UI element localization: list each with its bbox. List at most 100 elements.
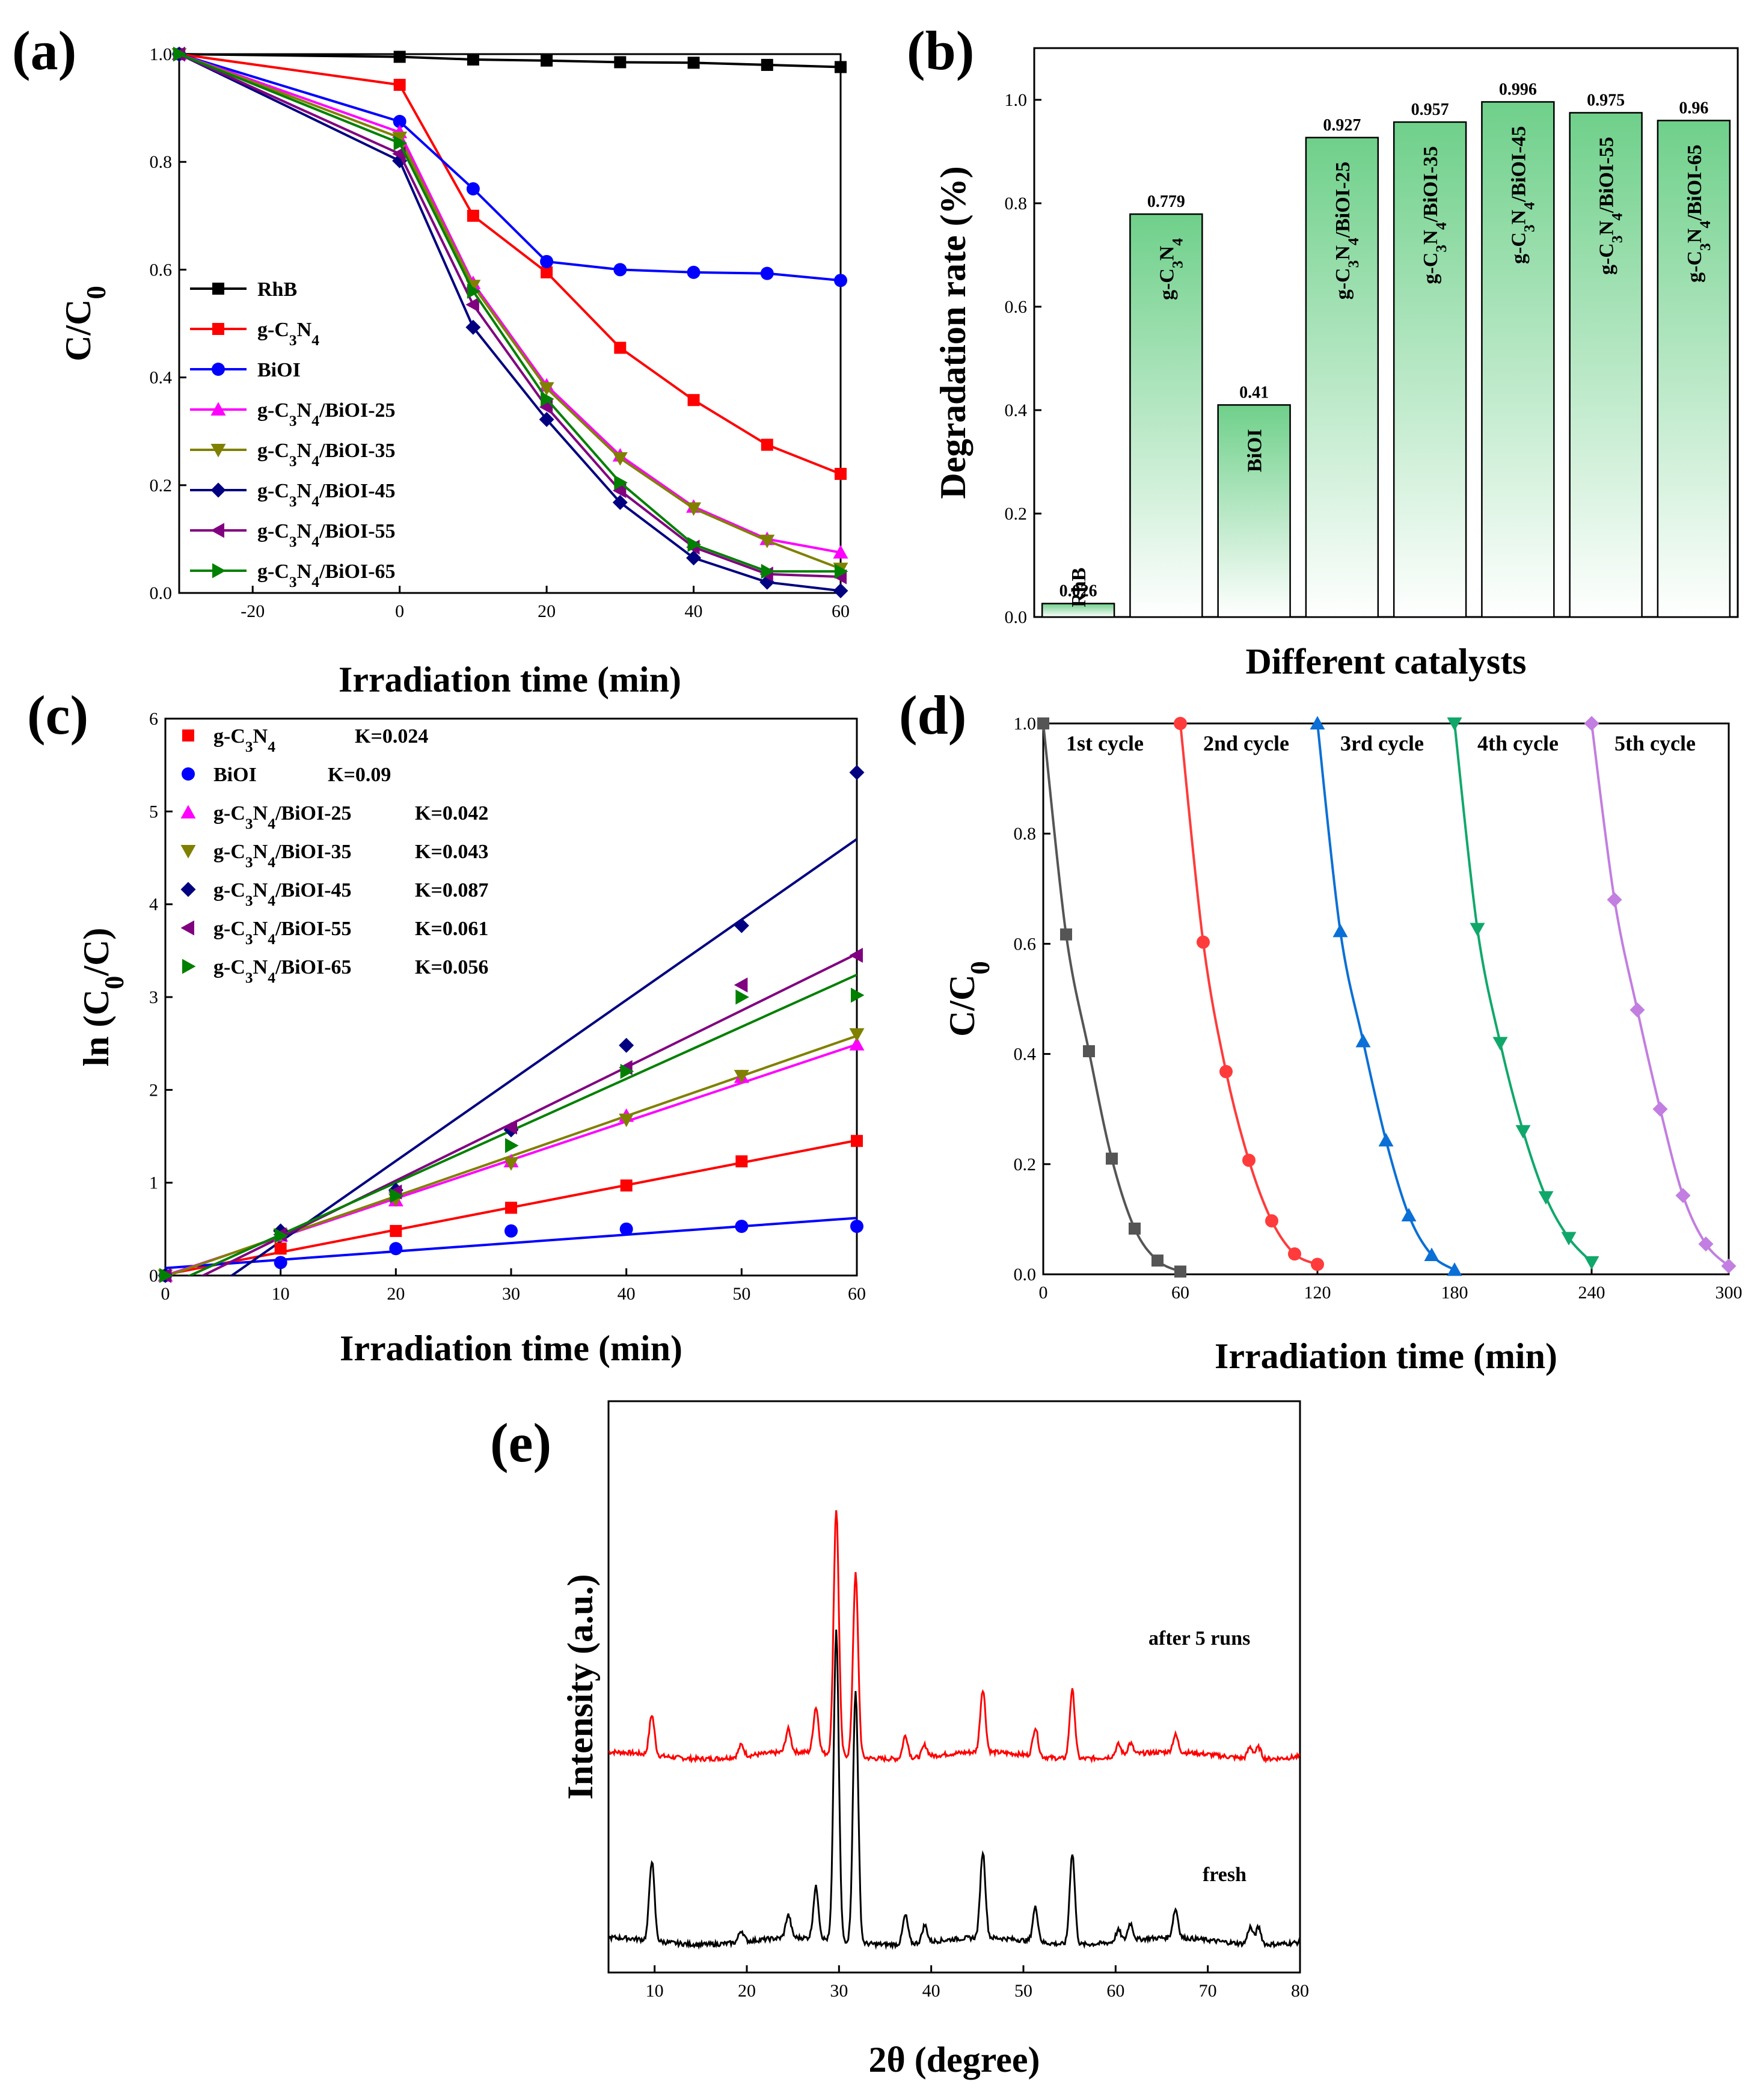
data-point — [1607, 892, 1622, 907]
bar-value-label: 0.96 — [1679, 99, 1708, 117]
plot-frame-c — [164, 717, 858, 1277]
data-point — [619, 1222, 633, 1236]
data-point — [1288, 1247, 1301, 1261]
panel-label-e: (e) — [490, 1412, 551, 1473]
x-tick-label: 30 — [830, 1981, 848, 2001]
x-tick-label: 40 — [685, 601, 703, 621]
bar-value-label: 0.957 — [1411, 100, 1449, 119]
y-tick-label: 0.0 — [1014, 1265, 1037, 1285]
data-point — [1470, 923, 1485, 937]
x-tick-label: 240 — [1578, 1283, 1605, 1303]
panel-c: (c) 0 10 20 30 40 50 60 0 1 2 3 4 5 6 Irradiation time … — [27, 684, 866, 1368]
bar-value-label: 0.779 — [1147, 192, 1185, 211]
x-tick-label: 300 — [1715, 1283, 1743, 1303]
legend-label: g-C3N4 — [257, 319, 319, 349]
panel-a: (a) -20 0 20 40 60 0.0 0.2 0.4 0.6 0.8 1.0 Irradiati… — [12, 20, 850, 699]
legend-label: g-C3N4/BiOI-25 — [213, 802, 352, 832]
plot-frame-b — [1033, 47, 1739, 618]
data-point — [1060, 928, 1072, 941]
y-axis-title-d: C/C0 — [942, 961, 995, 1037]
legend-marker — [210, 523, 224, 538]
data-point — [849, 948, 863, 963]
bar — [1129, 213, 1203, 618]
y-tick-label: 0.6 — [1014, 934, 1037, 954]
legend-label: BiOI — [257, 359, 301, 381]
x-axis-title-d: Irradiation time (min) — [1215, 1336, 1557, 1376]
legend-marker — [182, 767, 195, 781]
y-tick-label: 1 — [149, 1173, 158, 1193]
legend-label: g-C3N4/BiOI-35 — [257, 440, 396, 470]
x-tick-label: 20 — [387, 1284, 405, 1304]
data-point — [620, 1063, 634, 1079]
legend-label: g-C3N4/BiOI-55 — [213, 918, 352, 948]
data-point — [1129, 1222, 1141, 1235]
bar — [1305, 137, 1379, 618]
data-point — [539, 411, 554, 427]
series-line-5 — [179, 53, 841, 592]
cycle-curve — [1453, 723, 1593, 1263]
data-point — [835, 61, 847, 73]
category-label: g-C3N4/BiOI-55 — [1596, 137, 1626, 275]
data-point — [619, 1037, 634, 1053]
data-point — [687, 265, 701, 279]
data-point — [504, 1224, 518, 1238]
data-point — [503, 1119, 517, 1135]
legend-marker — [212, 563, 226, 579]
data-point — [466, 182, 480, 195]
y-tick-label: 0.0 — [1005, 607, 1028, 627]
panel-d: (d) 0 60 120 180 240 300 0.0 0.2 0.4 0.6 0.8 1.0 Irra… — [899, 684, 1743, 1376]
legend-label: BiOI — [213, 764, 257, 786]
data-point — [614, 56, 627, 69]
x-tick-label: 120 — [1304, 1283, 1331, 1303]
data-point — [620, 1179, 633, 1192]
bar — [1217, 404, 1291, 618]
legend-label: g-C3N4/BiOI-45 — [257, 480, 396, 510]
cycle-label: 3rd cycle — [1340, 731, 1424, 755]
pattern-label: fresh — [1203, 1864, 1246, 1886]
category-label: g-C3N4 — [1156, 238, 1186, 300]
bar-value-label: 0.975 — [1587, 91, 1625, 110]
x-axis-title-a: Irradiation time (min) — [339, 660, 681, 699]
x-tick-label: 60 — [832, 601, 850, 621]
y-tick-label: 0.6 — [150, 260, 173, 280]
data-point — [505, 1138, 519, 1153]
category-label: g-C3N4/BiOI-65 — [1684, 144, 1714, 283]
cycle-label: 4th cycle — [1477, 731, 1559, 755]
y-tick-label: 0.4 — [1014, 1045, 1037, 1064]
xrd-pattern — [608, 1510, 1301, 1764]
legend-k-value: K=0.09 — [328, 764, 391, 786]
cycle-curve — [1590, 723, 1730, 1267]
data-point — [390, 1224, 402, 1237]
bar — [1481, 101, 1555, 618]
data-point — [850, 1220, 863, 1233]
data-point — [505, 1202, 517, 1214]
data-point — [686, 550, 702, 566]
data-point — [687, 536, 702, 552]
category-label: g-C3N4/BiOI-45 — [1507, 126, 1538, 264]
data-point — [734, 1070, 749, 1084]
x-tick-label: 60 — [1171, 1283, 1189, 1303]
data-point — [1265, 1214, 1278, 1228]
data-point — [393, 51, 406, 63]
fit-line — [230, 838, 857, 1276]
data-point — [159, 1268, 173, 1283]
data-point — [1219, 1064, 1233, 1078]
data-point — [1561, 1232, 1577, 1246]
category-label: g-C3N4/BiOI-25 — [1332, 162, 1362, 300]
data-point — [173, 46, 187, 62]
cycle-curve — [1179, 723, 1318, 1266]
data-point — [849, 1037, 865, 1051]
data-point — [1401, 1208, 1417, 1221]
data-point — [687, 394, 700, 407]
x-tick-label: -20 — [241, 601, 265, 621]
legend-marker — [182, 729, 194, 741]
data-point — [759, 535, 775, 548]
data-point — [465, 297, 479, 313]
data-point — [761, 563, 775, 579]
cycle-label: 5th cycle — [1614, 731, 1696, 755]
data-point — [761, 58, 773, 71]
bar-value-label: 0.996 — [1499, 80, 1537, 99]
data-point — [835, 467, 847, 480]
panel-label-c: (c) — [27, 684, 88, 746]
